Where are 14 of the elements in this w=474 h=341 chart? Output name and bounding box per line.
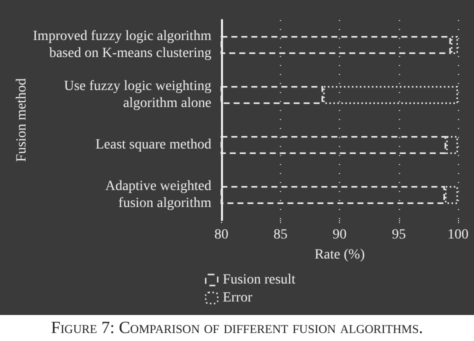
x-axis-title: Rate (%) <box>314 248 366 262</box>
x-tick-label: 90 <box>332 228 347 242</box>
y-tick-label: Least square method <box>95 138 212 152</box>
caption: Figure 7: Comparison of different fusion algorithms. <box>50 317 424 339</box>
legend-label: Error <box>222 290 253 306</box>
y-tick-label: Adaptive weighted fusion algorithm <box>105 179 212 211</box>
legend-label: Fusion result <box>222 272 296 288</box>
x-tick-label: 80 <box>214 228 228 242</box>
y-tick-label: Use fuzzy logic weighting algorithm alone <box>64 79 212 111</box>
y-tick-label: Improved fuzzy logic algorithm based on K-means clustering <box>32 29 212 61</box>
y-axis-title: Fusion method <box>14 78 30 162</box>
x-tick-label: 85 <box>274 228 288 242</box>
x-tick-label: 95 <box>392 228 406 242</box>
x-tick-label: 100 <box>448 228 468 242</box>
